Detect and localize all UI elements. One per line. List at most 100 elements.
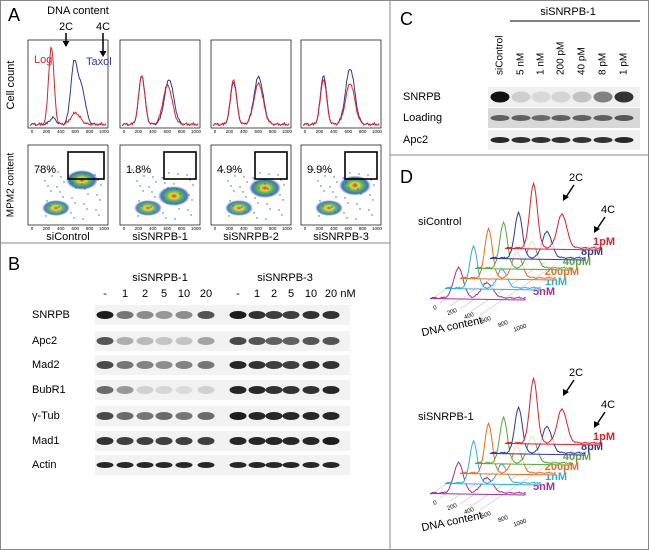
lane-label: 8 pM <box>598 53 609 75</box>
scatter-dot <box>167 187 169 189</box>
tick-label: 600 <box>254 129 262 134</box>
band <box>136 437 154 445</box>
scatter-dot <box>178 208 180 210</box>
tick-label: 600 <box>163 226 171 231</box>
scatter-dot <box>99 199 101 201</box>
blot-strip <box>95 331 350 351</box>
band <box>511 115 531 121</box>
tick-label: 800 <box>178 226 186 231</box>
scatter-dot <box>336 181 338 183</box>
scatter-dot <box>71 197 73 199</box>
scatter-dot <box>45 215 47 217</box>
scatter-dot <box>39 169 41 171</box>
scatter-dot <box>334 211 336 213</box>
band <box>614 115 634 121</box>
band <box>322 437 340 445</box>
band <box>136 311 154 319</box>
legend-entry: Log <box>34 54 52 66</box>
tick-label: 400 <box>149 129 157 134</box>
scatter-dot <box>63 181 65 183</box>
band <box>116 462 134 468</box>
series-label: 1pM <box>593 236 615 248</box>
condition-label: siSNRPB-2 <box>223 231 279 243</box>
lane-label: 200 pM <box>556 42 567 75</box>
band <box>490 91 510 103</box>
scatter-dot <box>85 173 87 175</box>
histogram-curve <box>504 376 601 446</box>
tick-label: 0 <box>31 226 34 231</box>
scatter-dot <box>142 190 144 192</box>
row-label: SNRPB <box>403 91 441 103</box>
scatter-dot <box>278 209 280 211</box>
percentage: 9.9% <box>307 164 332 176</box>
scatter-dot <box>318 215 320 217</box>
band <box>136 386 154 394</box>
scatter-dot <box>154 196 156 198</box>
histogram-curve <box>121 75 199 126</box>
band <box>593 137 613 143</box>
scatter-dot <box>230 185 232 187</box>
scatter-dot <box>245 196 247 198</box>
band <box>282 361 300 369</box>
band <box>322 386 340 394</box>
arrow-head <box>594 226 600 233</box>
scatter-dot <box>228 215 230 217</box>
scatter-dot <box>86 208 88 210</box>
tick-label: 800 <box>269 226 277 231</box>
band <box>551 137 571 143</box>
band <box>229 361 247 369</box>
band <box>322 311 340 319</box>
tick-label: 800 <box>359 129 367 134</box>
scatter-dot <box>149 171 151 173</box>
arrow <box>565 379 575 393</box>
band <box>551 115 571 121</box>
scatter-dot <box>335 196 337 198</box>
band <box>531 91 551 103</box>
band <box>551 91 571 103</box>
scatter-dot <box>329 186 331 188</box>
scatter-dot <box>57 171 59 173</box>
histogram-curve <box>302 78 380 126</box>
band <box>614 91 634 103</box>
scatter-dot <box>74 202 76 204</box>
scatter-dot <box>84 188 86 190</box>
scatter-dot <box>151 191 153 193</box>
row-label: γ-Tub <box>32 410 60 422</box>
scatter-dot <box>349 172 351 174</box>
tick-label: 600 <box>71 129 79 134</box>
scatter-dot <box>323 190 325 192</box>
scatter-dot <box>138 200 140 202</box>
scatter-dot <box>252 177 254 179</box>
band <box>116 311 134 319</box>
scatter-dot <box>343 212 345 214</box>
band <box>302 361 320 369</box>
scatter-dot <box>98 214 100 216</box>
scatter-dot <box>312 169 314 171</box>
scatter-cloud <box>249 178 281 198</box>
scatter-dot <box>140 170 142 172</box>
condition-label: siControl <box>418 216 461 228</box>
tick-label: 1000 <box>99 226 110 231</box>
panel-label: D <box>400 167 413 187</box>
histogram-curve <box>429 461 526 496</box>
scatter-dot <box>46 200 48 202</box>
scatter-dot <box>348 187 350 189</box>
scatter-cloud <box>158 186 190 206</box>
lane-label: siControl <box>495 36 506 75</box>
scatter-dot <box>87 193 89 195</box>
band <box>265 462 283 468</box>
blot-strip <box>95 380 350 400</box>
band <box>229 386 247 394</box>
band <box>302 386 320 394</box>
row-label: Apc2 <box>403 134 428 146</box>
group-label: siSNRPB-1 <box>540 6 596 18</box>
tick-label: 800 <box>86 226 94 231</box>
band <box>116 412 134 420</box>
band <box>511 137 531 143</box>
scatter-dot <box>58 206 60 208</box>
row-label: Actin <box>32 459 56 471</box>
band <box>175 337 193 345</box>
band <box>265 412 283 420</box>
tick-label: 0 <box>123 226 126 231</box>
